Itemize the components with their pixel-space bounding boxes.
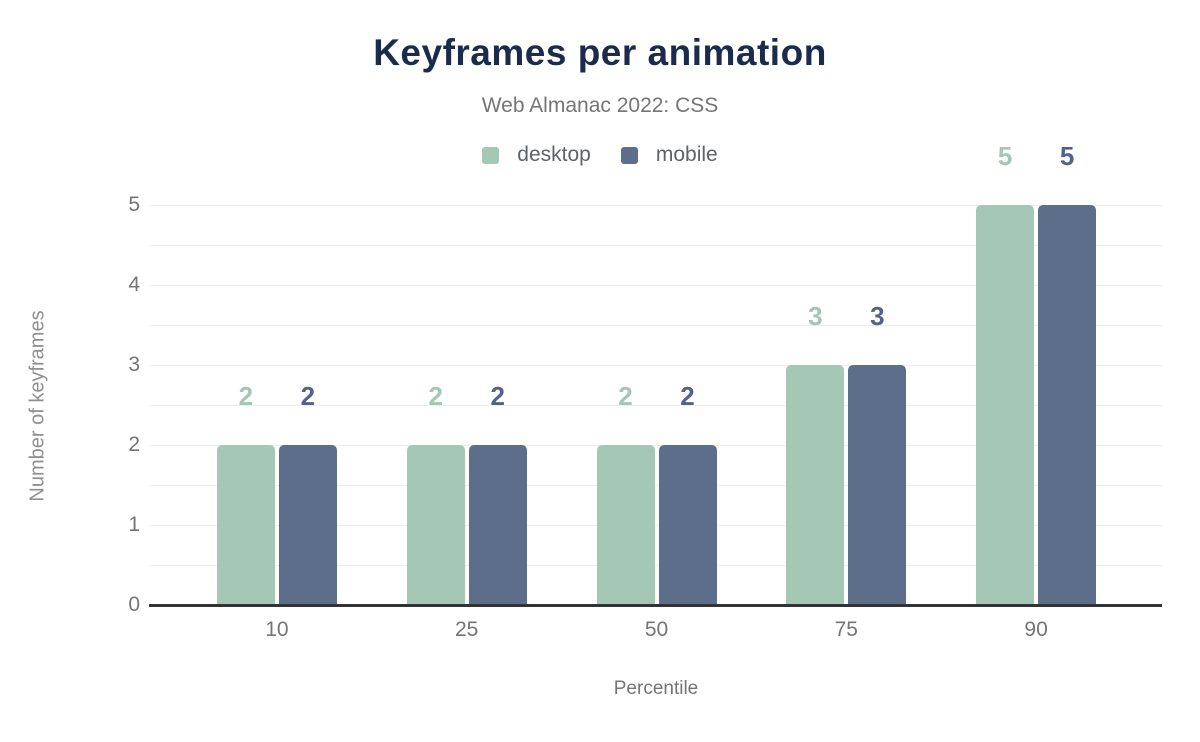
- gridline: [149, 565, 1162, 566]
- gridline: [149, 325, 1162, 326]
- chart-title: Keyframes per animation: [373, 32, 827, 73]
- gridline: [149, 445, 1162, 446]
- bar-desktop-p10: [216, 445, 275, 605]
- y-axis-tick-label: 1: [128, 513, 140, 536]
- bar-value-label-desktop-p10: 2: [238, 381, 254, 411]
- gridline: [149, 525, 1162, 526]
- legend-label-desktop: desktop: [517, 143, 591, 166]
- bar-value-label-mobile-p25: 2: [490, 381, 505, 411]
- x-axis-tick-label: 90: [1024, 618, 1048, 641]
- legend-swatch-desktop-icon: [482, 146, 500, 164]
- bar-mobile-p10: [278, 445, 337, 605]
- bar-mobile-p75: [848, 365, 907, 605]
- legend-swatch-mobile-icon: [620, 146, 638, 164]
- x-axis-tick-label: 50: [644, 618, 669, 641]
- bar-value-label-desktop-p25: 2: [428, 381, 443, 411]
- y-axis-tick-label: 2: [128, 433, 140, 456]
- bar-mobile-p50: [658, 445, 717, 605]
- gridline: [149, 205, 1162, 206]
- bar-desktop-p75: [786, 365, 845, 605]
- bar-desktop-p50: [596, 445, 655, 605]
- bar-value-label-mobile-p90: 5: [1059, 141, 1075, 171]
- y-axis-tick-label: 3: [128, 353, 140, 376]
- bar-mobile-p25: [468, 445, 527, 605]
- bar-value-label-mobile-p75: 3: [870, 301, 885, 331]
- x-axis-line: [149, 604, 1162, 607]
- gridline: [149, 285, 1162, 286]
- x-axis-tick-label: 75: [834, 618, 858, 641]
- legend: desktop mobile: [0, 143, 1200, 167]
- gridline: [149, 405, 1162, 406]
- y-axis-tick-label: 4: [128, 273, 140, 296]
- bar-desktop-p25: [406, 445, 465, 605]
- x-axis-tick-label: 25: [455, 618, 479, 641]
- x-axis-title: Percentile: [613, 678, 699, 699]
- bar-value-label-mobile-p50: 2: [680, 381, 695, 411]
- bar-mobile-p90: [1038, 205, 1097, 605]
- bar-value-label-desktop-p50: 2: [618, 381, 633, 411]
- y-axis-tick-label: 0: [128, 593, 140, 616]
- bar-value-label-desktop-p90: 5: [997, 141, 1013, 171]
- bar-value-label-mobile-p10: 2: [300, 381, 316, 411]
- y-axis-tick-label: 5: [128, 193, 140, 216]
- y-axis-title: Number of keyframes: [26, 310, 49, 502]
- gridline: [149, 245, 1162, 246]
- gridline: [149, 485, 1162, 486]
- x-axis-tick-label: 10: [265, 618, 289, 641]
- legend-item-mobile: mobile: [620, 143, 718, 167]
- legend-item-desktop: desktop: [482, 143, 591, 167]
- bar-value-label-desktop-p75: 3: [808, 301, 823, 331]
- legend-label-mobile: mobile: [655, 143, 718, 166]
- bar-desktop-p90: [976, 205, 1035, 605]
- chart-subtitle: Web Almanac 2022: CSS: [481, 94, 719, 117]
- gridline: [149, 365, 1162, 366]
